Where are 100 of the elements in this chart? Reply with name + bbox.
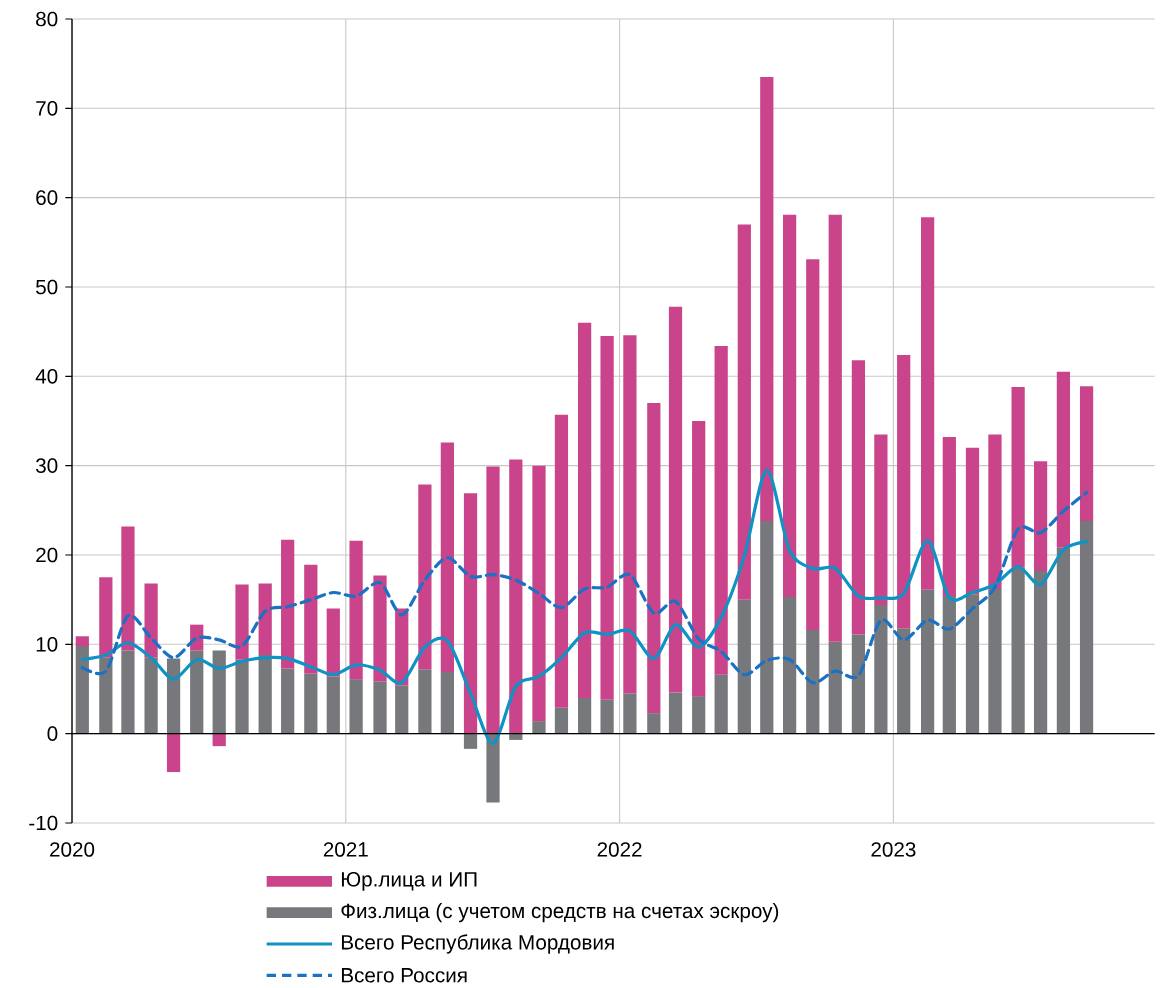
legend-label: Всего Республика Мордовия bbox=[341, 934, 614, 954]
bar bbox=[623, 335, 637, 694]
bar bbox=[1011, 567, 1025, 734]
bar bbox=[281, 539, 295, 669]
bar bbox=[760, 77, 774, 522]
y-tick-label: 30 bbox=[35, 458, 58, 473]
bar bbox=[806, 259, 820, 631]
x-tick-label: 2023 bbox=[871, 842, 916, 857]
bar bbox=[121, 526, 135, 651]
bar bbox=[212, 650, 226, 734]
bar bbox=[760, 521, 774, 734]
bar bbox=[258, 655, 272, 734]
bar bbox=[349, 679, 363, 734]
bar bbox=[190, 650, 204, 734]
bar bbox=[1056, 547, 1071, 734]
bar bbox=[737, 599, 751, 734]
bar bbox=[623, 693, 637, 734]
x-tick-label: 2020 bbox=[50, 842, 95, 857]
bar bbox=[463, 493, 478, 734]
bar bbox=[668, 692, 683, 734]
line-series bbox=[80, 468, 1089, 746]
bar bbox=[897, 354, 911, 629]
bar bbox=[440, 442, 454, 673]
bar bbox=[1011, 387, 1025, 568]
bar bbox=[988, 588, 1002, 734]
bar bbox=[1079, 521, 1094, 734]
bar bbox=[532, 721, 546, 734]
legend-label: Юр.лица и ИП bbox=[341, 871, 477, 891]
line-series bbox=[80, 490, 1089, 685]
bar bbox=[418, 669, 432, 734]
bar bbox=[486, 733, 500, 803]
bar bbox=[1056, 371, 1071, 548]
bar bbox=[647, 713, 661, 734]
bar bbox=[577, 697, 592, 734]
y-tick-label: 10 bbox=[36, 637, 58, 652]
bar bbox=[258, 583, 272, 656]
bar bbox=[212, 733, 226, 747]
bar bbox=[418, 484, 432, 670]
bar bbox=[99, 577, 113, 658]
bar bbox=[235, 659, 249, 734]
bar bbox=[806, 630, 820, 734]
bar bbox=[509, 459, 523, 734]
bar bbox=[988, 434, 1002, 589]
bar bbox=[920, 217, 935, 590]
bar bbox=[600, 336, 614, 700]
bar bbox=[554, 414, 569, 708]
bar bbox=[965, 594, 980, 734]
bar bbox=[577, 322, 592, 698]
bar bbox=[851, 360, 866, 635]
bar bbox=[99, 657, 113, 734]
y-tick-label: 20 bbox=[36, 547, 58, 563]
legend-label: Всего Россия bbox=[341, 968, 467, 983]
bar bbox=[714, 674, 728, 734]
bar bbox=[486, 466, 500, 734]
y-tick-label: -10 bbox=[29, 815, 58, 831]
bar bbox=[121, 650, 135, 734]
bar bbox=[326, 676, 340, 734]
bar bbox=[851, 634, 866, 734]
bar bbox=[144, 657, 158, 734]
x-tick-label: 2022 bbox=[597, 842, 642, 857]
bar bbox=[75, 636, 89, 647]
bar bbox=[668, 306, 683, 693]
bar bbox=[783, 214, 797, 597]
bar bbox=[75, 646, 89, 734]
bar bbox=[828, 641, 842, 734]
bar bbox=[509, 733, 523, 740]
bar bbox=[942, 596, 956, 734]
bar bbox=[373, 681, 387, 734]
bar bbox=[166, 658, 181, 734]
bar bbox=[714, 345, 728, 675]
bar bbox=[532, 465, 546, 722]
bar bbox=[1033, 571, 1048, 734]
y-tick-label: 50 bbox=[36, 279, 58, 295]
y-tick-label: 70 bbox=[36, 101, 58, 116]
x-tick-label: 2021 bbox=[323, 842, 368, 857]
bar bbox=[349, 540, 363, 680]
bar bbox=[1079, 386, 1094, 522]
bar bbox=[326, 608, 340, 677]
bar bbox=[304, 564, 318, 674]
legend-label: Физ.лица (с учетом средств на счетах эскроу) bbox=[341, 903, 779, 923]
bar bbox=[942, 437, 956, 597]
bar bbox=[281, 668, 295, 734]
y-tick-label: 60 bbox=[36, 190, 58, 205]
bar bbox=[874, 434, 888, 606]
y-tick-label: 80 bbox=[36, 11, 58, 27]
bar bbox=[783, 596, 797, 734]
bar bbox=[440, 672, 454, 734]
bar bbox=[647, 403, 661, 714]
bar bbox=[304, 673, 318, 734]
bar bbox=[144, 583, 158, 658]
bar bbox=[965, 447, 980, 595]
bar bbox=[828, 214, 842, 642]
y-tick-label: 0 bbox=[47, 726, 58, 741]
bar bbox=[235, 584, 249, 660]
bar bbox=[1033, 461, 1048, 572]
bar bbox=[692, 696, 706, 734]
bar bbox=[920, 589, 935, 734]
bar bbox=[554, 707, 569, 734]
bar bbox=[600, 699, 614, 734]
bar bbox=[737, 224, 751, 600]
